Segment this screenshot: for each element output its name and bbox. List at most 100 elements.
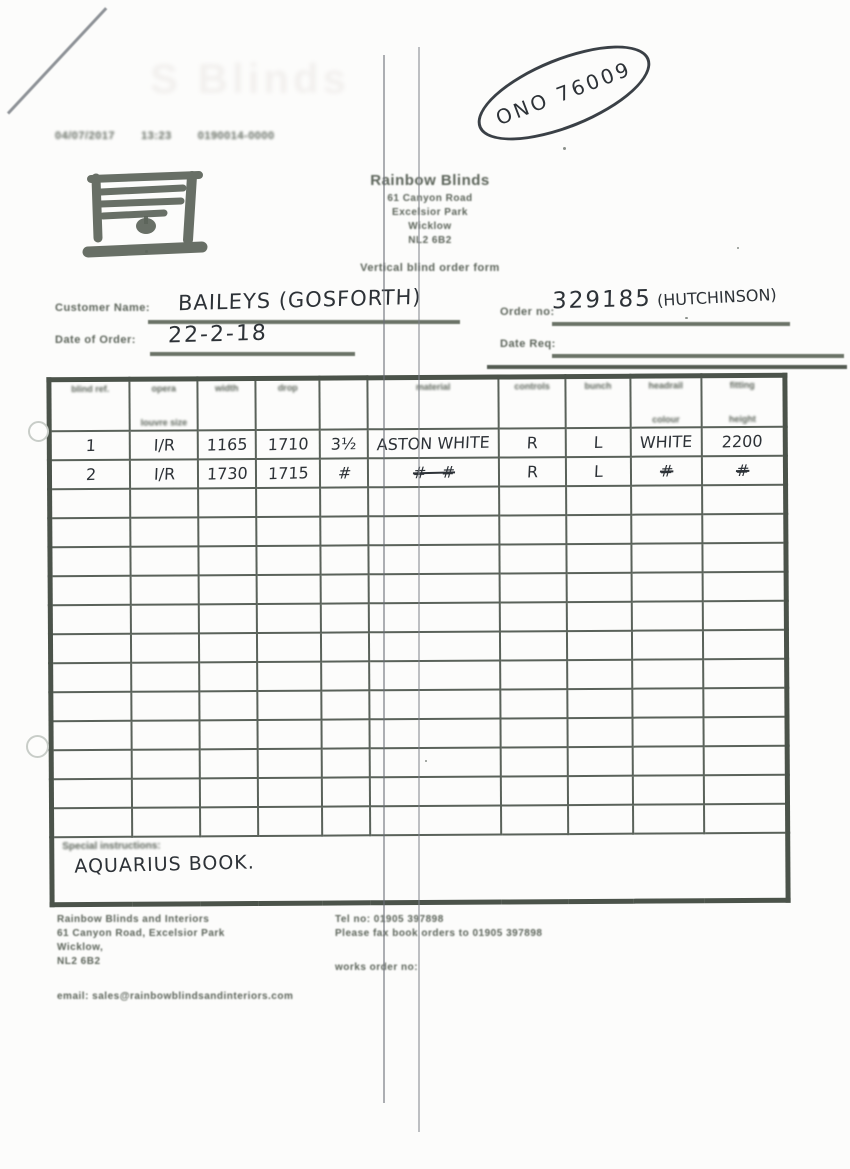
table-cell (631, 572, 703, 602)
column-header: fitting height (700, 375, 786, 428)
column-header: drop (255, 378, 321, 430)
table-cell (566, 514, 632, 545)
table-cell (132, 778, 201, 808)
company-name: Rainbow Blinds (370, 172, 490, 189)
table-cell (198, 487, 257, 518)
column-header: blind ref. (48, 379, 131, 432)
customer-name-value: BAILEYS (GOSFORTH) (177, 284, 422, 316)
scan-speck (425, 760, 427, 762)
handwritten-cell-value: R (526, 461, 539, 481)
column-header-label (370, 426, 497, 427)
table-cell (321, 632, 370, 662)
table-cell (632, 804, 704, 834)
table-cell (199, 632, 258, 663)
table-cell (257, 719, 322, 749)
table-cell: # # (368, 457, 500, 488)
customer-name-label: Customer Name: (55, 302, 151, 314)
order-no-note: (HUTCHINSON) (656, 284, 778, 311)
table-cell (322, 806, 371, 836)
column-header-label: bunch (584, 380, 612, 391)
table-cell (499, 544, 567, 574)
table-cell (320, 574, 369, 604)
table-cell: # (701, 455, 786, 486)
table-cell (49, 488, 131, 519)
table-cell: 1710 (256, 429, 321, 459)
table-cell: L (566, 456, 631, 487)
table-cell: ASTON WHITE (367, 428, 500, 459)
column-header-label: controls (514, 381, 550, 392)
table-cell: L (565, 427, 631, 458)
table-cell (702, 629, 787, 660)
customer-name-underline (148, 320, 460, 324)
handwritten-cell-value: 1730 (206, 463, 248, 484)
company-address-line: NL2 6B2 (408, 235, 452, 246)
table-cell: # (630, 456, 702, 486)
table-cell (566, 543, 632, 574)
date-req-label: Date Req: (500, 338, 556, 350)
date-req-underline (552, 354, 844, 358)
special-instructions-label: Special instructions: (62, 840, 161, 853)
table-cell: R (498, 428, 567, 458)
table-cell (567, 688, 633, 719)
handwritten-cell-value: # (337, 462, 352, 483)
table-cell (567, 746, 633, 777)
table-cell (199, 748, 259, 779)
table-cell (51, 749, 133, 780)
table-cell (131, 691, 200, 721)
table-cell (499, 573, 567, 603)
handwritten-cell-value: 3½ (330, 433, 358, 454)
handwritten-order-stamp: ONO 76009 (465, 26, 663, 160)
table-cell (368, 544, 500, 575)
column-header (319, 377, 368, 430)
column-header-label: drop (277, 382, 298, 393)
column-header-label: height (728, 413, 756, 425)
table-cell (567, 717, 633, 748)
column-header: width (197, 378, 257, 431)
table-cell (320, 545, 369, 575)
table-cell: # (320, 458, 369, 488)
date-of-order-value: 22-2-18 (167, 320, 269, 349)
table-cell (200, 806, 259, 837)
fax-header: 04/07/2017 13:23 0190014-0000 (55, 130, 301, 142)
table-cell: 1165 (197, 429, 257, 460)
table-cell (50, 633, 132, 664)
scan-crease-line-2 (418, 47, 420, 1132)
stamp-text: ONO 76009 (492, 56, 636, 130)
table-cell (49, 517, 131, 548)
table-cell (370, 805, 502, 836)
table-cell (632, 659, 703, 689)
table-cell (701, 484, 786, 515)
column-header: bunch (565, 376, 631, 429)
table-cell (631, 601, 703, 631)
table-cell (703, 745, 788, 776)
column-header-label: blind ref. (71, 383, 110, 395)
table-cell (50, 575, 132, 606)
footer-email: email: sales@rainbowblindsandinteriors.c… (57, 991, 294, 1002)
table-cell (131, 662, 200, 692)
table-cell (258, 806, 323, 836)
table-cell (322, 777, 371, 807)
scan-speck (563, 147, 566, 150)
table-cell (567, 659, 633, 690)
handwritten-cell-value: 2200 (721, 431, 764, 452)
form-title: Vertical blind order form (360, 262, 500, 274)
table-cell: 3½ (320, 429, 369, 459)
ghost-watermark: S Blinds (150, 55, 351, 102)
handwritten-cell-value: R (526, 432, 539, 452)
company-logo-blinds-icon (82, 168, 210, 273)
table-cell (500, 689, 568, 719)
table-cell: 2200 (701, 426, 786, 457)
works-order-label: works order no: (335, 962, 419, 973)
handwritten-cell-value: 1165 (206, 434, 248, 455)
company-address-line: Excelsior Park (392, 207, 468, 218)
table-cell (702, 600, 787, 631)
table-cell (702, 571, 787, 602)
table-cell (501, 805, 569, 835)
table-cell (130, 517, 199, 547)
table-cell (369, 689, 501, 720)
column-header-label: opera (151, 383, 177, 394)
column-header-label: headrail (648, 380, 683, 391)
table-cell (632, 775, 704, 805)
table-cell (257, 661, 322, 691)
column-header: material (367, 377, 499, 430)
